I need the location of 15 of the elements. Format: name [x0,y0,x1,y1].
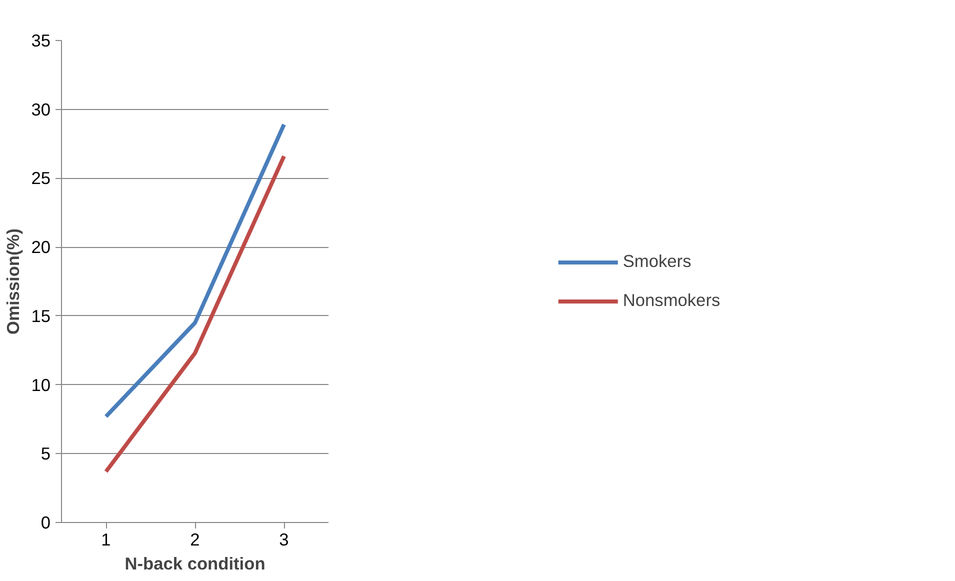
legend-label: Smokers [622,251,692,272]
y-tick-label: 10 [31,374,51,395]
x-tick-label: 2 [190,530,200,550]
y-tick-label: 20 [31,237,51,258]
y-axis-title: Omission(%) [3,228,24,334]
x-tick-label: 1 [101,530,111,550]
legend-label: Nonsmokers [622,290,720,311]
x-tick-label: 3 [279,530,289,550]
y-tick-label: 25 [31,168,51,188]
y-tick-label: 5 [40,444,51,464]
x-axis-title: N-back condition [124,554,266,574]
y-tick-label: 0 [40,512,51,532]
y-tick-label: 35 [31,30,51,50]
y-tick-label: 30 [31,99,51,120]
y-tick-label: 15 [31,306,51,326]
